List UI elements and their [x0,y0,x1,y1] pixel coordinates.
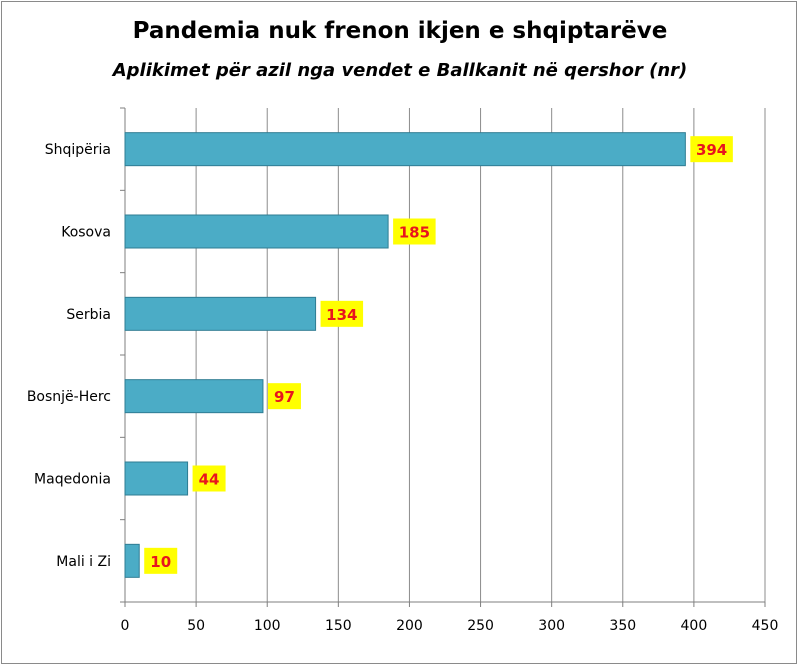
data-label: 44 [199,471,220,489]
x-tick-label: 400 [681,618,708,634]
data-label-box [267,383,301,410]
category-label: Maqedonia [34,472,111,488]
chart-title: Pandemia nuk frenon ikjen e shqiptarëve [132,18,668,44]
data-label-box [144,547,178,574]
category-label: Kosova [61,225,111,241]
data-label: 185 [399,224,430,242]
x-tick-label: 350 [609,618,636,634]
category-label: Serbia [66,307,111,323]
data-label-box [690,136,733,163]
chart-subtitle: Aplikimet për azil nga vendet e Ballkani… [112,60,688,81]
x-tick-label: 150 [325,618,352,634]
x-tick-label: 300 [538,618,565,634]
category-label: Mali i Zi [56,554,111,570]
data-label: 97 [274,388,295,406]
bar [124,214,389,249]
bar [124,379,264,414]
data-label: 10 [150,553,171,571]
bar [124,461,189,496]
category-label: Shqipëria [45,142,111,158]
x-tick-label: 250 [467,618,494,634]
x-tick-label: 200 [396,618,423,634]
x-tick-label: 450 [752,618,779,634]
data-label-box [192,465,226,492]
bar [124,543,140,578]
data-label: 394 [696,141,727,159]
category-label: Bosnjë-Herc [27,389,111,405]
data-label: 134 [326,306,357,324]
data-label-box [320,300,364,327]
x-tick-label: 0 [121,618,130,634]
data-label-box [393,218,436,245]
bar [124,296,317,331]
bar [124,132,686,167]
x-tick-label: 50 [187,618,205,634]
x-tick-label: 100 [254,618,281,634]
